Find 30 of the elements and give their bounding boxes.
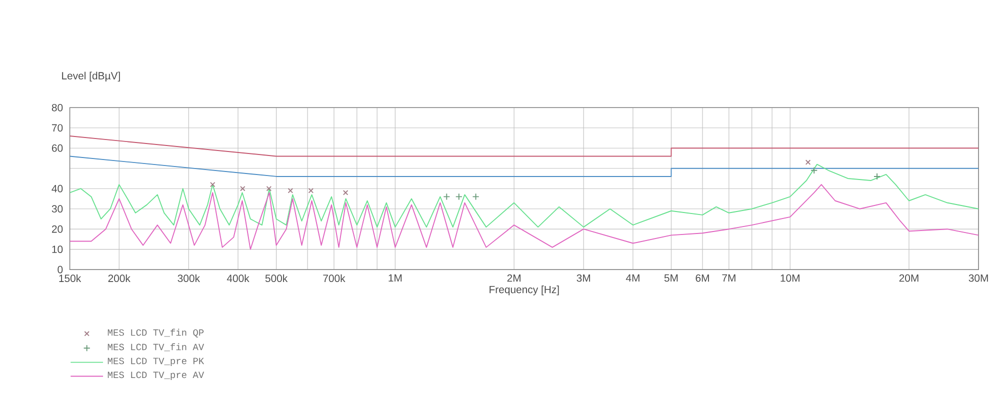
x-tick-label: 7M [722,274,736,282]
x-tick-label: 500k [265,274,288,282]
x-tick-label: 30M [968,274,988,282]
x-tick-label: 6M [696,274,709,282]
legend-label: MES LCD TV_pre PK [108,358,204,366]
x-tick-label: 300k [178,274,200,282]
legend-label: MES LCD TV_pre AV [108,372,204,380]
x-tick-label: 20M [899,274,918,282]
x-tick-label: 700k [323,274,346,282]
x-tick-label: 1M [388,274,402,282]
legend-label: MES LCD TV_fin QP [108,328,204,338]
x-tick-label: 4M [626,274,640,282]
y-tick-label: 20 [52,225,63,233]
y-tick-label: 10 [52,246,63,254]
x-tick-label: 2M [507,274,520,282]
x-tick-label: 400k [226,274,250,282]
x-tick-label: 150k [59,274,82,282]
y-tick-label: 40 [52,184,63,192]
x-tick-label: 200k [108,274,130,282]
legend-label: MES LCD TV_fin AV [108,343,204,352]
y-axis-title: Level [dBµV] [62,72,120,82]
y-tick-label: 30 [52,205,63,213]
x-tick-label: 3M [576,274,590,282]
x-axis-title: Frequency [Hz] [490,286,559,296]
x-tick-label: 10M [780,274,800,282]
y-tick-label: 0 [58,266,63,274]
x-tick-label: 5M [664,274,678,282]
y-tick-label: 80 [52,104,63,112]
y-tick-label: 60 [52,144,63,152]
y-tick-label: 70 [52,124,63,132]
